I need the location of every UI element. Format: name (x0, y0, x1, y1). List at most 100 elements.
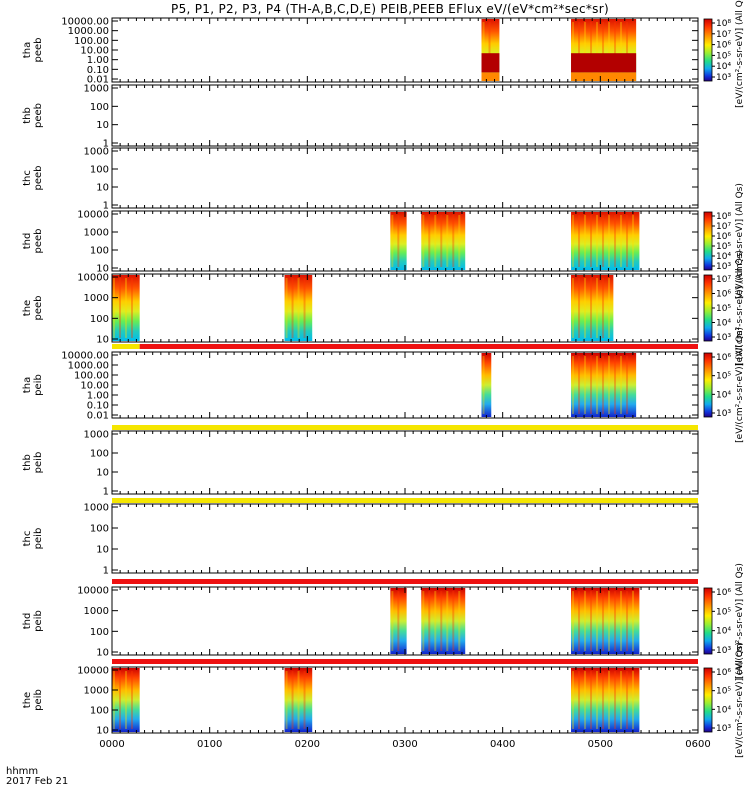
panel-ylabel: thapeib (22, 374, 44, 396)
x-tick-label: 0300 (392, 739, 417, 750)
colorbar-tick-label: 10³ (716, 333, 731, 343)
panel-ylabel: thdpeeb (22, 229, 44, 254)
spectrogram-floor-band (481, 72, 500, 81)
colorbar-tick-label: 10⁸ (716, 212, 731, 222)
panel-thd_peeb: 10000100010010thdpeeb10⁸10⁷10⁶10⁵10⁴10³[… (22, 183, 745, 299)
colorbar-tick-label: 10⁴ (716, 62, 731, 72)
panel-frame (111, 503, 699, 574)
colorbar-tick-label: 10³ (716, 409, 731, 419)
y-tick-label: 10 (96, 264, 109, 275)
y-tick-label: 10 (96, 468, 109, 479)
colorbar-tick-label: 10⁴ (716, 390, 731, 400)
spectrogram-block (390, 588, 407, 654)
x-tick-label: 0500 (588, 739, 613, 750)
panel-frame (111, 147, 699, 209)
y-tick-label: 100.00 (74, 36, 109, 47)
spectrogram-block (481, 353, 492, 417)
colorbar-label: [eV/(cm²-s-sr-eV)] (All Qs) (735, 563, 745, 679)
quality-flag-bar (112, 425, 698, 430)
x-tick-label: 0100 (197, 739, 222, 750)
y-tick-label: 10000 (77, 666, 109, 677)
y-tick-label: 10 (96, 335, 109, 346)
y-tick-label: 1 (103, 201, 109, 212)
panel-thd_peib: 10000 1000 100 10 thdpeib 10⁶ 10⁵ 10⁴ 10³ [eV/(cm… (22, 563, 745, 679)
colorbar-tick-label: 10⁵ (716, 687, 731, 697)
colorbar-tick-label: 10⁶ (716, 668, 731, 678)
spectrogram-floor-band (571, 72, 637, 81)
panel-ylabel: thepeib (22, 689, 44, 711)
colorbar-tick-label: 10⁴ (716, 319, 731, 329)
panel-ylabel: thcpeeb (22, 166, 44, 191)
y-tick-label: 10000 (77, 210, 109, 221)
y-tick-label: 1000 (84, 84, 109, 95)
date-label: 2017 Feb 21 (6, 776, 69, 787)
y-tick-label: 0.01 (87, 411, 109, 422)
colorbar (703, 18, 713, 82)
quality-flag-bar (112, 659, 698, 664)
spectrogram-low-energy-band (571, 53, 637, 73)
spectrogram-block (390, 212, 407, 270)
y-tick-label: 10 (96, 545, 109, 556)
spectrogram-block (571, 668, 640, 732)
colorbar-label: [eV/(cm²-s-sr-eV)] (All Qs) (735, 250, 745, 366)
y-tick-label: 10.00 (80, 46, 109, 57)
colorbar-tick-label: 10³ (716, 73, 731, 83)
y-tick-label: 10 (96, 726, 109, 737)
y-tick-label: 0.10 (87, 65, 109, 76)
y-tick-label: 1000 (84, 228, 109, 239)
y-tick-label: 100 (90, 314, 109, 325)
chart-title: P5, P1, P2, P3, P4 (TH-A,B,C,D,E) PEIB,P… (171, 2, 609, 16)
spectrogram-block (571, 212, 640, 270)
panel-ylabel: thdpeib (22, 610, 44, 632)
y-tick-label: 1 (103, 487, 109, 498)
colorbar (703, 211, 713, 271)
y-tick-label: 1000 (84, 430, 109, 441)
y-tick-label: 1000 (84, 147, 109, 158)
panel-ylabel: thbpeib (22, 452, 44, 474)
panel-ylabel: thcpeib (22, 528, 44, 550)
spectrogram-block (421, 588, 466, 654)
spectrogram-block (571, 353, 637, 417)
panel-frame (111, 430, 699, 495)
colorbar (703, 352, 713, 418)
colorbar-tick-label: 10³ (716, 724, 731, 734)
colorbar-tick-label: 10⁶ (716, 588, 731, 598)
spectrogram-low-energy-band (481, 53, 500, 73)
y-tick-label: 1.00 (87, 391, 109, 402)
colorbar (703, 587, 713, 655)
colorbar (703, 274, 713, 342)
y-tick-label: 1000 (84, 503, 109, 514)
panel-frame (111, 84, 699, 147)
quality-flag-bar-red (139, 344, 698, 349)
y-tick-label: 1000.00 (68, 361, 109, 372)
quality-flag-bar-yellow (112, 344, 140, 349)
y-tick-label: 10000 (77, 273, 109, 284)
colorbar-tick-label: 10⁵ (716, 51, 731, 61)
colorbar-label: [eV/(cm²-s-sr-eV)] (All Qs) (735, 183, 745, 299)
colorbar-tick-label: 10⁵ (716, 372, 731, 382)
colorbar-tick-label: 10³ (716, 646, 731, 656)
colorbar-tick-label: 10⁵ (716, 304, 731, 314)
y-tick-label: 1000.00 (68, 26, 109, 37)
time-axis-unit: hhmm (6, 766, 39, 777)
panel-thc_peeb: 1000 100 10 1 thcpeeb (22, 147, 699, 212)
y-tick-label: 0.01 (87, 75, 109, 86)
spectrogram-block (112, 275, 140, 341)
y-tick-label: 1000 (84, 606, 109, 617)
colorbar-tick-label: 10³ (716, 262, 731, 272)
spectrogram-block (284, 668, 313, 732)
y-tick-label: 100 (90, 246, 109, 257)
spectrogram-block (571, 588, 640, 654)
y-tick-label: 100 (90, 627, 109, 638)
colorbar-tick-label: 10⁴ (716, 627, 731, 637)
y-tick-label: 10 (96, 183, 109, 194)
colorbar (703, 667, 713, 733)
y-tick-label: 100 (90, 165, 109, 176)
colorbar-label: [eV/(cm²-s-sr-eV)] (All Qs) (735, 642, 745, 758)
quality-flag-bar (112, 579, 698, 584)
x-tick-label: 0600 (685, 739, 710, 750)
y-tick-label: 1000 (84, 686, 109, 697)
colorbar-tick-label: 10⁴ (716, 252, 731, 262)
spectrogram-block (284, 275, 313, 341)
